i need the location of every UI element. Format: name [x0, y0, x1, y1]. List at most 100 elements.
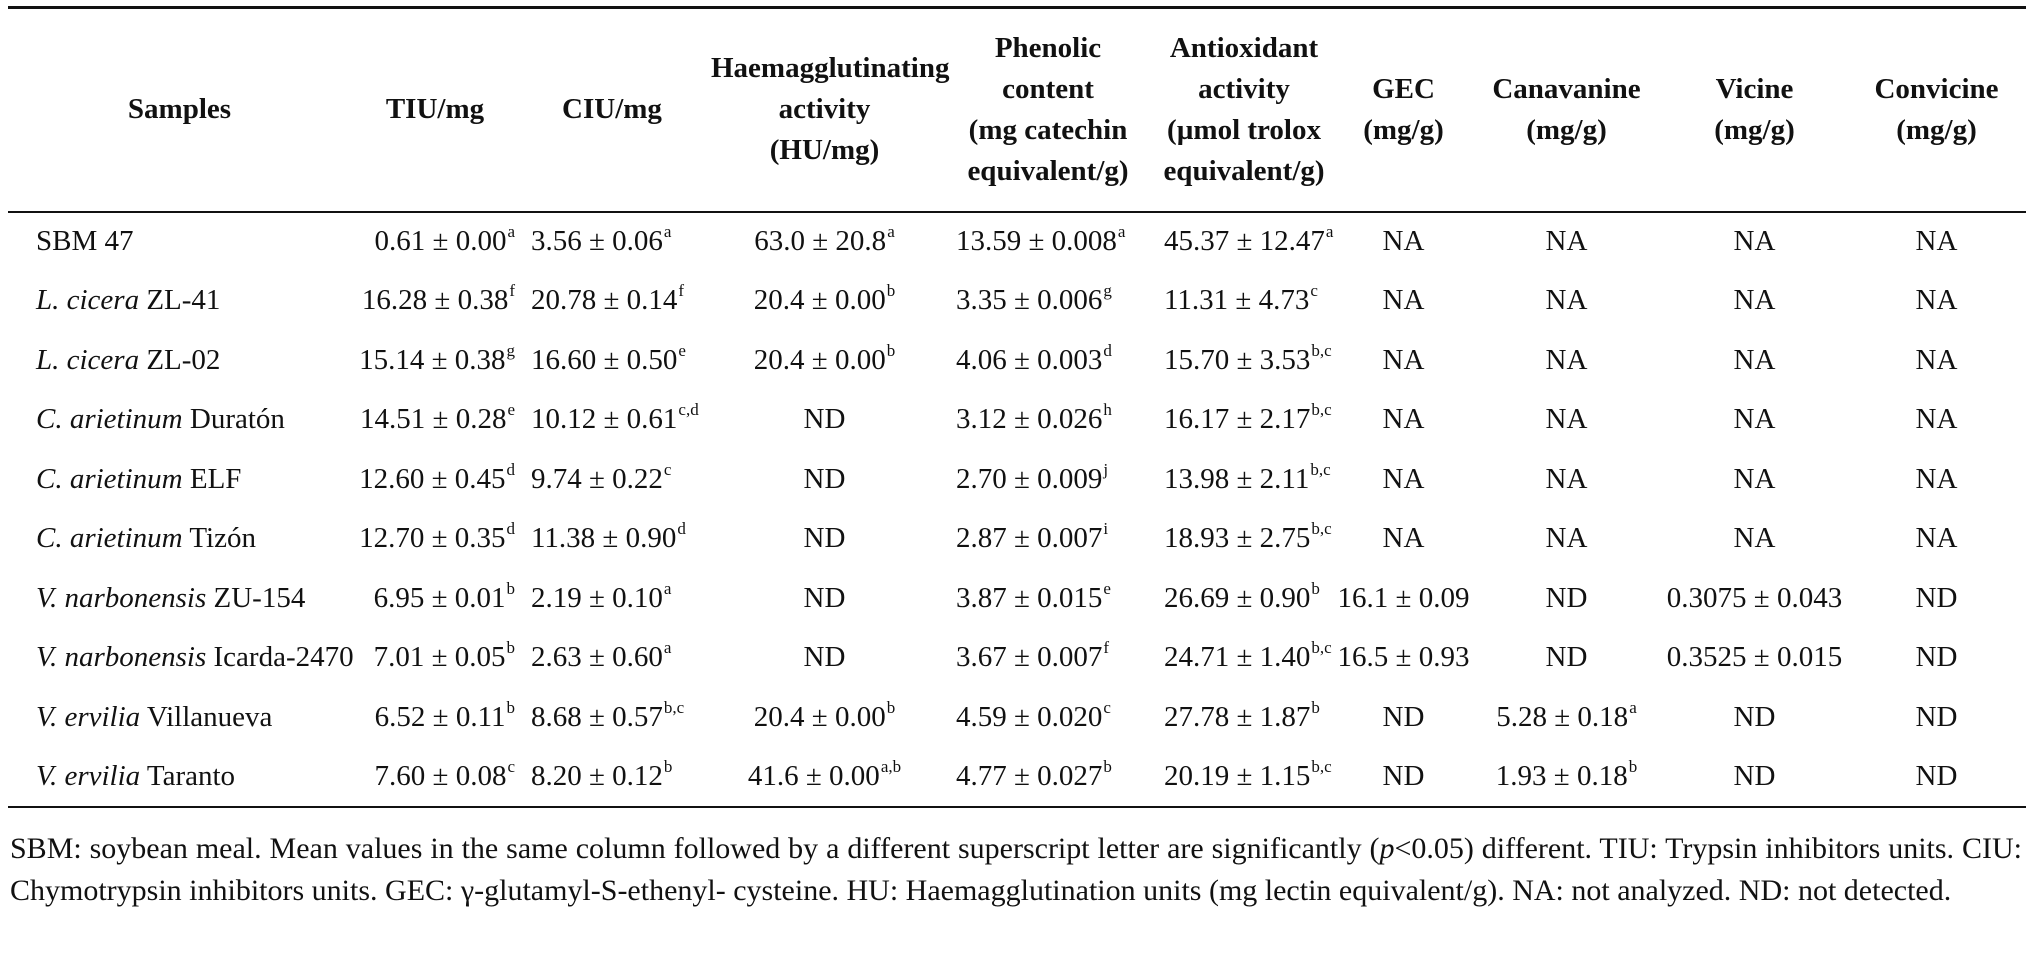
results-table: Samples TIU/mg CIU/mg Haemagglutinating acti…: [8, 6, 2026, 808]
value-cell: NA: [1336, 331, 1471, 391]
value-cell: ND: [705, 569, 944, 629]
value-cell: 27.78 ± 1.87b: [1152, 688, 1336, 748]
significance-letter: c,d: [678, 400, 699, 420]
cell-value: 2.87 ± 0.007: [956, 522, 1103, 555]
column-header-line: equivalent/g): [967, 154, 1129, 187]
value-cell: NA: [1662, 212, 1847, 272]
value-cell: ND: [705, 628, 944, 688]
header-row: Samples TIU/mg CIU/mg Haemagglutinating acti…: [8, 7, 2026, 212]
value-cell: 11.38 ± 0.90d: [519, 509, 705, 569]
cell-value: ND: [803, 403, 846, 436]
table-row: L. cicera ZL-41 16.28 ± 0.38f 20.78 ± 0.14…: [8, 271, 2026, 331]
significance-letter: b: [506, 638, 516, 658]
sample-variety: Taranto: [140, 759, 236, 792]
cell-value: NA: [1915, 225, 1958, 258]
cell-value: 6.52 ± 0.11: [374, 700, 506, 733]
cell-value: 3.12 ± 0.026: [956, 403, 1103, 436]
value-cell: 3.56 ± 0.06a: [519, 212, 705, 272]
value-cell: NA: [1336, 450, 1471, 510]
sample-cell: L. cicera ZL-41: [8, 271, 351, 331]
cell-value: ND: [803, 462, 846, 495]
footnote-part-2: <0.05) different. TIU: Trypsin inhibitor…: [10, 832, 2022, 907]
value-cell: 1.93 ± 0.18b: [1471, 747, 1662, 807]
value-cell: 16.17 ± 2.17b,c: [1152, 390, 1336, 450]
value-cell: 13.59 ± 0.008a: [944, 212, 1152, 272]
cell-value: ND: [1915, 700, 1958, 733]
cell-value: 20.78 ± 0.14: [531, 284, 678, 317]
cell-value: ND: [1382, 759, 1425, 792]
value-cell: NA: [1471, 271, 1662, 331]
cell-value: 2.19 ± 0.10: [531, 581, 663, 614]
value-cell: 0.61 ± 0.00a: [351, 212, 519, 272]
cell-value: NA: [1545, 522, 1588, 555]
value-cell: 16.60 ± 0.50e: [519, 331, 705, 391]
value-cell: 20.78 ± 0.14f: [519, 271, 705, 331]
value-cell: 15.70 ± 3.53b,c: [1152, 331, 1336, 391]
sample-cell: C. arietinum Tizón: [8, 509, 351, 569]
value-cell: 8.68 ± 0.57b,c: [519, 688, 705, 748]
value-cell: 7.01 ± 0.05b: [351, 628, 519, 688]
value-cell: 3.35 ± 0.006g: [944, 271, 1152, 331]
value-cell: ND: [705, 450, 944, 510]
cell-value: 16.60 ± 0.50: [531, 343, 678, 376]
sample-cell: V. ervilia Villanueva: [8, 688, 351, 748]
cell-value: NA: [1915, 343, 1958, 376]
significance-letter: a: [1629, 697, 1637, 717]
sample-variety: Duratón: [182, 403, 285, 436]
cell-value: NA: [1915, 284, 1958, 317]
value-cell: 11.31 ± 4.73c: [1152, 271, 1336, 331]
significance-letter: b,c: [663, 697, 685, 717]
value-cell: 9.74 ± 0.22c: [519, 450, 705, 510]
column-header-line: Phenolic: [994, 31, 1102, 64]
cell-value: ND: [1733, 759, 1776, 792]
column-header: Samples: [8, 8, 351, 212]
significance-letter: g: [1103, 281, 1112, 301]
cell-value: 15.14 ± 0.38: [359, 343, 506, 376]
value-cell: 15.14 ± 0.38g: [351, 331, 519, 391]
value-cell: NA: [1471, 390, 1662, 450]
column-header-line: Samples: [127, 93, 232, 126]
cell-value: 7.01 ± 0.05: [373, 641, 506, 674]
sample-variety: ZL-41: [139, 284, 221, 317]
cell-value: NA: [1382, 343, 1425, 376]
significance-letter: i: [1103, 519, 1109, 539]
table-row: V. narbonensis Icarda-2470 7.01 ± 0.05b 2.…: [8, 628, 2026, 688]
value-cell: 10.12 ± 0.61c,d: [519, 390, 705, 450]
cell-value: 20.4 ± 0.00: [753, 700, 886, 733]
value-cell: NA: [1847, 450, 2026, 510]
table-header: Samples TIU/mg CIU/mg Haemagglutinating acti…: [8, 7, 2026, 212]
value-cell: 41.6 ± 0.00a,b: [705, 747, 944, 807]
significance-letter: b,c: [1311, 756, 1332, 776]
table-row: V. ervilia Taranto 7.60 ± 0.08c 8.20 ± 0.1…: [8, 747, 2026, 807]
cell-value: 2.63 ± 0.60: [531, 641, 663, 674]
column-header-line: CIU/mg: [562, 93, 662, 126]
cell-value: NA: [1733, 462, 1776, 495]
cell-value: 3.56 ± 0.06: [531, 225, 663, 258]
significance-letter: a: [507, 222, 515, 242]
value-cell: NA: [1471, 509, 1662, 569]
value-cell: NA: [1336, 509, 1471, 569]
table-footnote: SBM: soybean meal. Mean values in the sa…: [10, 828, 2022, 912]
value-cell: 63.0 ± 20.8a: [705, 212, 944, 272]
cell-value: 12.60 ± 0.45: [359, 462, 506, 495]
column-header-line: equivalent/g): [1163, 154, 1325, 187]
cell-value: NA: [1733, 225, 1776, 258]
significance-letter: f: [1103, 638, 1110, 658]
value-cell: 14.51 ± 0.28e: [351, 390, 519, 450]
column-header: Antioxidant activity (µmol trolox equivalen…: [1152, 8, 1336, 212]
value-cell: NA: [1662, 271, 1847, 331]
value-cell: NA: [1336, 390, 1471, 450]
cell-value: NA: [1382, 284, 1425, 317]
cell-value: NA: [1382, 522, 1425, 555]
cell-value: 4.77 ± 0.027: [956, 759, 1103, 792]
cell-value: 10.12 ± 0.61: [531, 403, 678, 436]
value-cell: 20.4 ± 0.00b: [705, 331, 944, 391]
column-header-line: Vicine: [1715, 72, 1794, 105]
cell-value: 13.59 ± 0.008: [956, 225, 1117, 258]
sample-cell: C. arietinum ELF: [8, 450, 351, 510]
cell-value: 9.74 ± 0.22: [531, 462, 663, 495]
column-header: Canavanine (mg/g): [1471, 8, 1662, 212]
significance-letter: a: [663, 638, 672, 658]
sample-variety: ZU-154: [206, 581, 306, 614]
